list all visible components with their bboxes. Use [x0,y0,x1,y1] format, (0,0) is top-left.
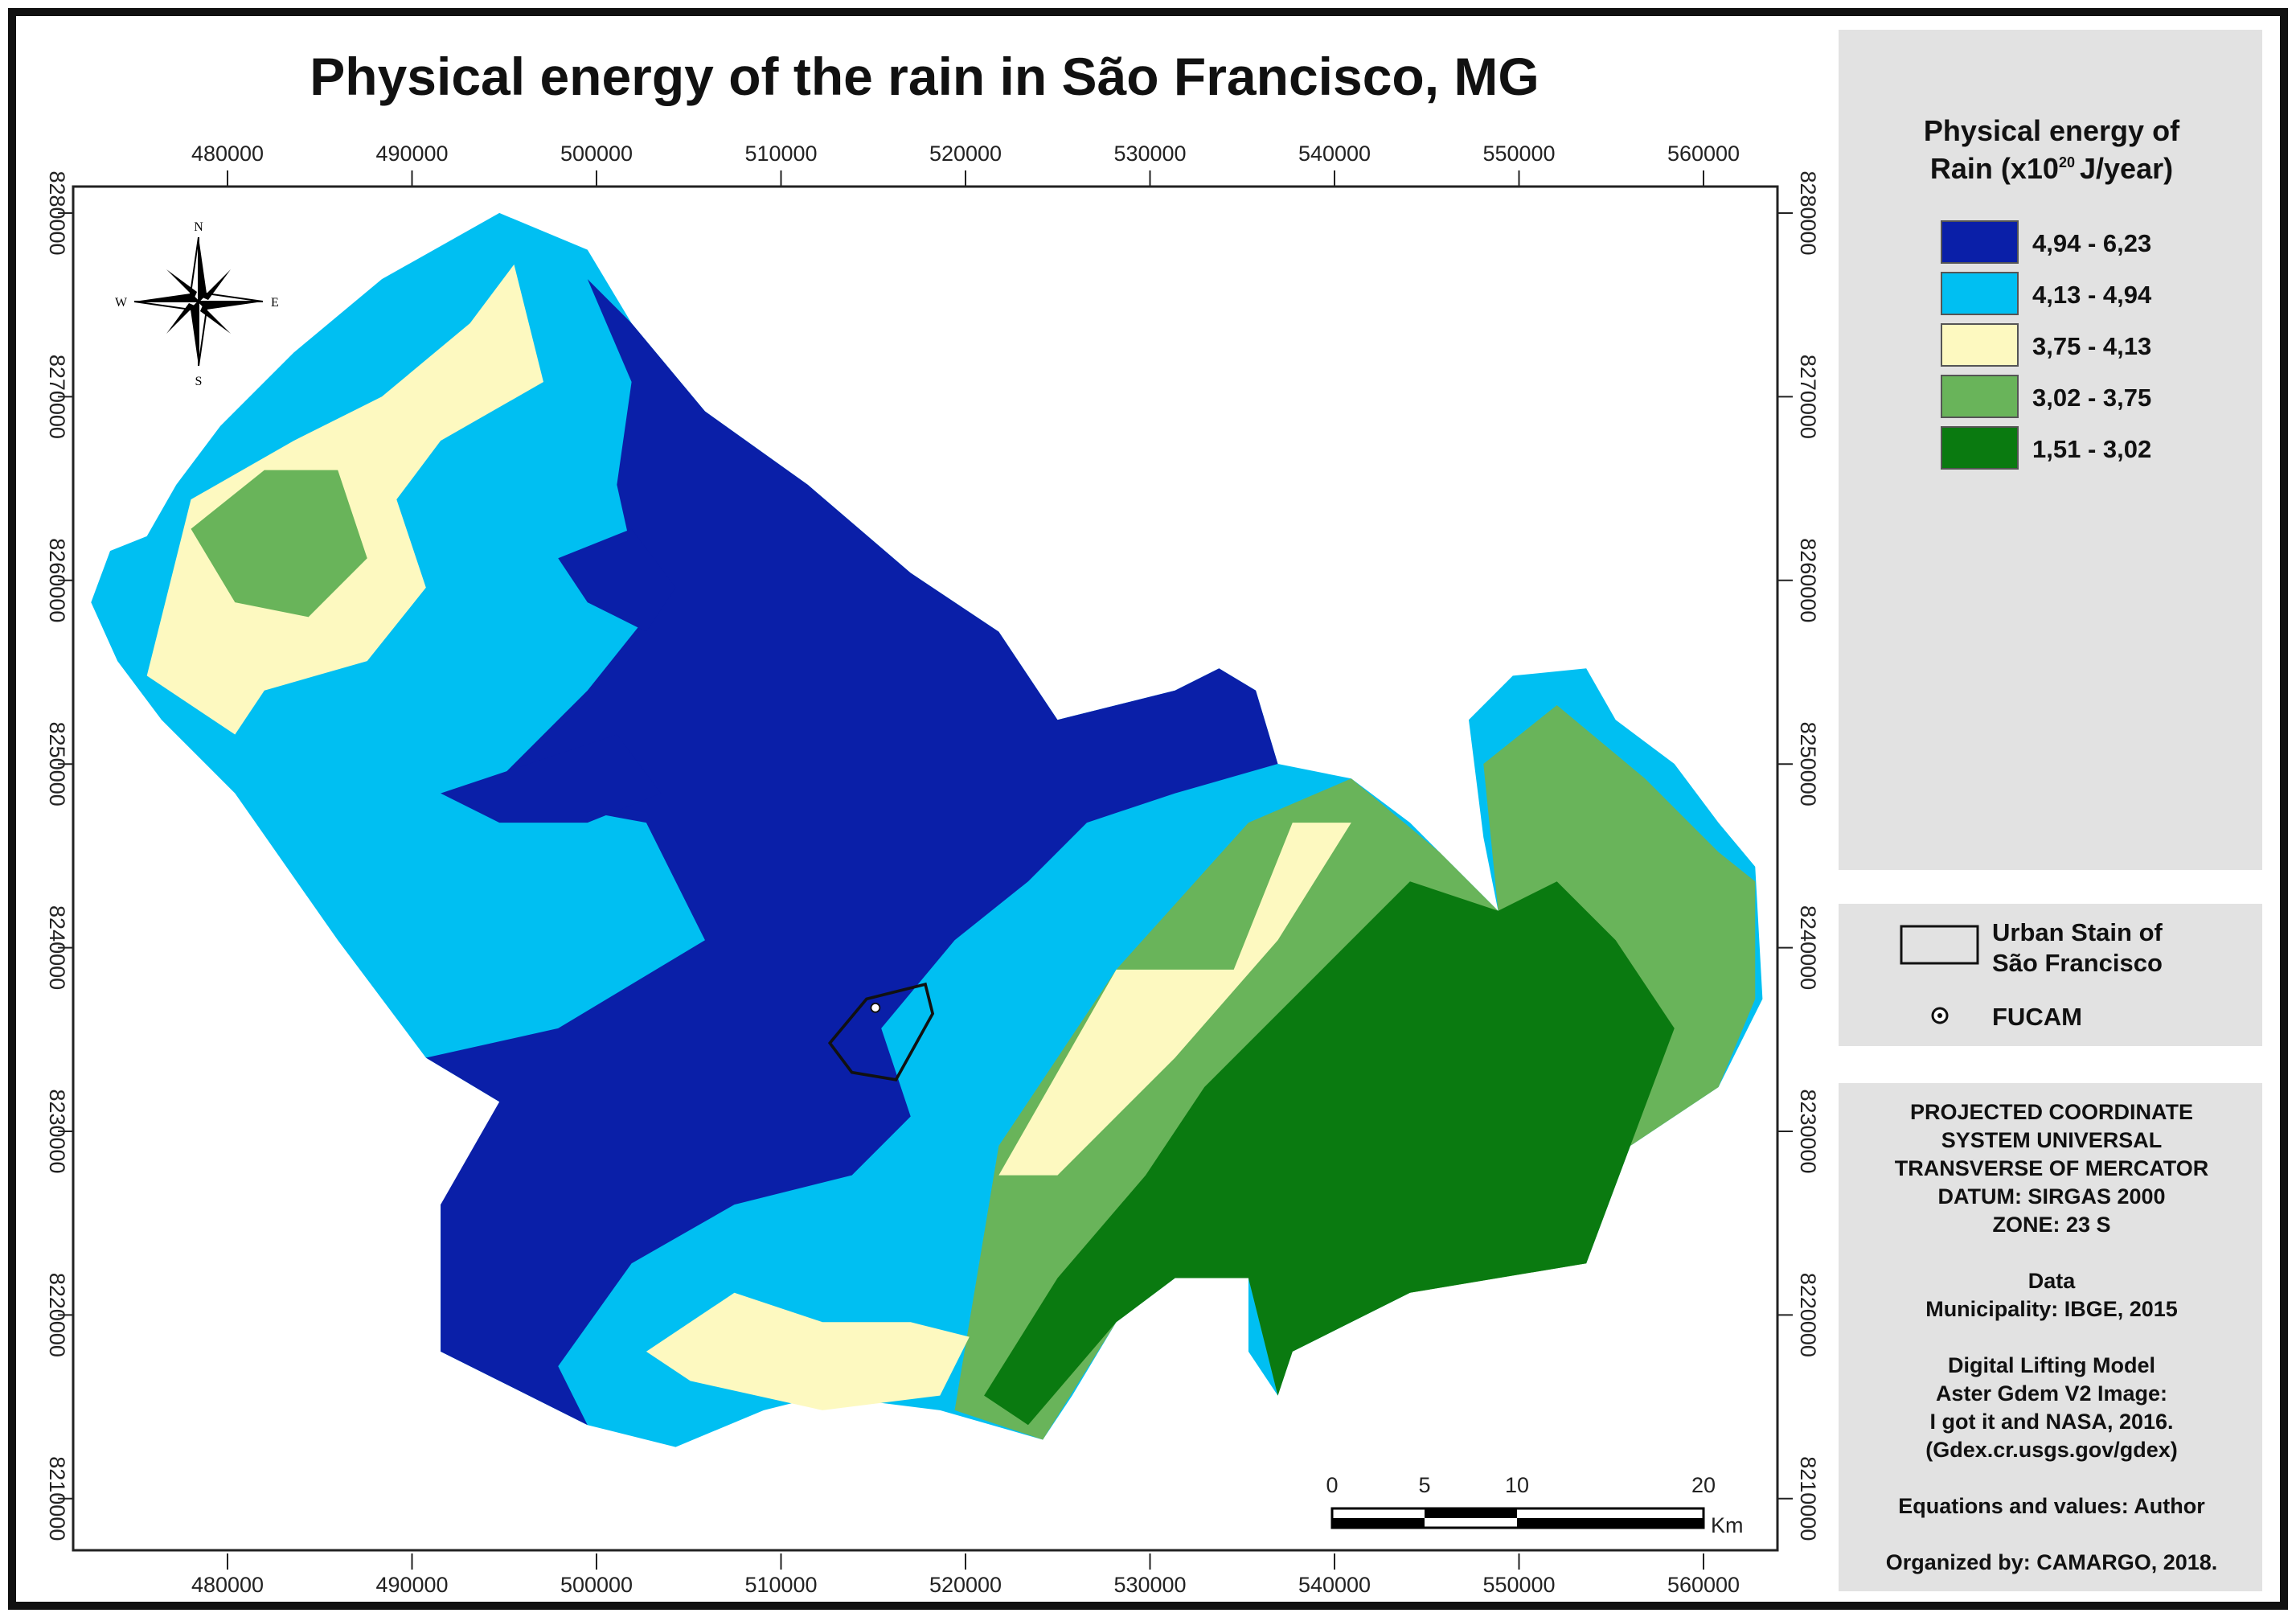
x-tick-label: 490000 [375,1573,448,1597]
x-tick-label: 490000 [375,142,448,166]
north-arrow-icon: N S E W [115,220,279,388]
fucam-point[interactable] [870,1002,881,1013]
info-line: I got it and NASA, 2016. [1929,1410,2173,1434]
west-label: W [115,296,128,310]
y-tick-label-right: 8280000 [1796,170,1820,255]
scale-label: 10 [1505,1473,1529,1497]
y-tick-label-left: 8230000 [45,1089,69,1173]
x-tick-label: 560000 [1667,142,1740,166]
region-3-02-3-75-nw [191,470,367,618]
x-tick-label: 550000 [1482,1573,1555,1597]
info-line: ZONE: 23 S [1992,1213,2110,1237]
region-3-75-4-13 [998,823,1351,1176]
y-tick-label-left: 8240000 [45,905,69,990]
x-tick-label: 540000 [1298,142,1371,166]
info-line: Organized by: CAMARGO, 2018. [1886,1550,2218,1574]
urban-stain-swatch [1900,925,1979,965]
legend-swatch [1941,426,2019,470]
info-line: DATUM: SIRGAS 2000 [1937,1184,2165,1209]
scale-label: 20 [1691,1473,1716,1497]
legend-label: 4,94 - 6,23 [2032,229,2151,257]
info-text: PROJECTED COORDINATE SYSTEM UNIVERSAL TRAN… [1886,1100,2218,1574]
legend-title-post: J/year) [2080,152,2173,185]
legend-label: 1,51 - 3,02 [2032,435,2151,463]
urban-stain-label-2: São Francisco [1992,949,2163,977]
region-4-94-6-23-branch [558,528,676,632]
y-tick-label-left: 8260000 [45,538,69,622]
legend-swatch [1941,220,2019,264]
legend-label: 4,13 - 4,94 [2032,281,2152,309]
x-tick-label: 540000 [1298,1573,1371,1597]
y-tick-label-right: 8240000 [1796,905,1820,990]
scale-label: 0 [1326,1473,1338,1497]
region-3-75-4-13 [646,1292,970,1410]
x-tick-label: 500000 [560,1573,633,1597]
south-label: S [195,375,203,388]
info-line: Municipality: IBGE, 2015 [1925,1297,2178,1321]
info-line: PROJECTED COORDINATE [1910,1100,2193,1124]
legend-swatch [1941,272,2019,315]
fucam-symbol-dot [1937,1013,1942,1018]
legend-title-line2: Rain (x1020 J/year) [1930,152,2173,185]
legend-swatch [1941,375,2019,418]
y-tick-label-right: 8230000 [1796,1089,1820,1173]
x-tick-label: 550000 [1482,142,1555,166]
y-tick-label-left: 8210000 [45,1456,69,1541]
region-1-51-3-02 [984,881,1675,1426]
y-tick-label-left: 8220000 [45,1273,69,1357]
info-line: TRANSVERSE OF MERCATOR [1895,1156,2209,1180]
x-tick-label: 500000 [560,142,633,166]
y-tick-label-right: 8210000 [1796,1456,1820,1541]
y-tick-label-right: 8270000 [1796,355,1820,439]
x-tick-label: 530000 [1113,142,1186,166]
legend-title-line1: Physical energy of [1924,114,2180,147]
map-raster [91,212,1763,1447]
legend-label: 3,75 - 4,13 [2032,332,2151,360]
legend-swatch [1941,323,2019,367]
x-tick-label: 480000 [191,1573,264,1597]
map-title: Physical energy of the rain in São Franc… [310,47,1539,106]
coordinate-ticks: 4800004800004900004900005000005000005100… [45,142,1820,1597]
x-tick-label: 510000 [744,142,817,166]
y-tick-label-right: 8250000 [1796,722,1820,806]
x-tick-label: 510000 [744,1573,817,1597]
scale-unit: Km [1711,1513,1744,1537]
y-tick-label-right: 8260000 [1796,538,1820,622]
legend-items: 4,94 - 6,23 4,13 - 4,94 3,75 - 4,13 3,02 - … [1941,220,2152,470]
legend-title-pre: Rain (x10 [1930,152,2059,185]
x-tick-label: 480000 [191,142,264,166]
scale-label: 5 [1418,1473,1430,1497]
north-label: N [194,220,203,234]
east-label: E [271,296,279,310]
info-panel [1839,1083,2262,1591]
region-4-94-6-23-branch [441,734,662,823]
fucam-label: FUCAM [1992,1003,2082,1031]
y-tick-label-left: 8270000 [45,355,69,439]
y-tick-label-left: 8280000 [45,170,69,255]
info-line: Aster Gdem V2 Image: [1936,1381,2167,1406]
info-line: Data [2028,1269,2077,1293]
info-line: Equations and values: Author [1898,1494,2205,1518]
legend-title-sup: 20 [2059,154,2075,170]
urban-stain-polygon[interactable] [827,982,935,1081]
y-tick-label-right: 8220000 [1796,1273,1820,1357]
info-line: (Gdex.cr.usgs.gov/gdex) [1925,1438,2178,1462]
x-tick-label: 520000 [929,142,1002,166]
urban-stain-label: Urban Stain of [1992,918,2163,946]
legend-label: 3,02 - 3,75 [2032,384,2151,412]
scale-bar: 0 5 10 20 Km [1326,1473,1743,1537]
x-tick-label: 520000 [929,1573,1002,1597]
legend-panel [1839,30,2262,870]
x-tick-label: 560000 [1667,1573,1740,1597]
info-line: Digital Lifting Model [1948,1353,2155,1377]
y-tick-label-left: 8250000 [45,722,69,806]
info-line: SYSTEM UNIVERSAL [1941,1128,2163,1152]
x-tick-label: 530000 [1113,1573,1186,1597]
